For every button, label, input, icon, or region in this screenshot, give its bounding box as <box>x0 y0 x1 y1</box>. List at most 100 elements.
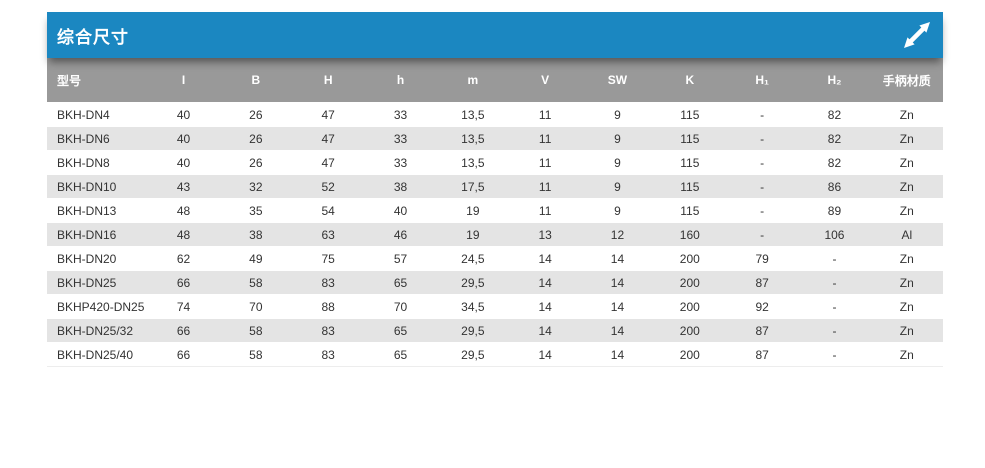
value-cell: 65 <box>393 323 408 338</box>
value-cell: 200 <box>679 251 700 266</box>
value-cell: 11 <box>538 131 552 146</box>
value-cell: 49 <box>249 251 263 266</box>
value-cell: 58 <box>249 323 263 338</box>
value-cell: 70 <box>393 299 408 314</box>
value-cell: 26 <box>249 131 263 146</box>
table-row: BKH-DN4 40 26 47 33 13,5 11 9 115 - 82 Zn <box>47 102 943 127</box>
model-cell: BKH-DN25/32 <box>57 323 134 338</box>
value-cell: 83 <box>321 275 335 290</box>
value-cell: 14 <box>538 347 552 362</box>
value-cell: 29,5 <box>461 347 485 362</box>
value-cell: 14 <box>610 347 625 362</box>
value-cell: 200 <box>679 323 700 338</box>
value-cell: 160 <box>679 227 700 242</box>
value-cell: Zn <box>899 179 914 194</box>
value-cell: 86 <box>827 179 842 194</box>
value-cell: 13,5 <box>461 131 485 146</box>
value-cell: 13,5 <box>461 155 485 170</box>
table-row: BKHP420-DN25 74 70 88 70 34,5 14 14 200 92 - Zn <box>47 294 943 319</box>
value-cell: Zn <box>899 299 914 314</box>
value-cell: Zn <box>899 107 914 122</box>
column-header-h₂: H₂ <box>798 58 871 103</box>
model-cell: BKH-DN25 <box>57 275 117 290</box>
value-cell: 24,5 <box>461 251 485 266</box>
value-cell: 58 <box>249 347 263 362</box>
value-cell: 47 <box>321 131 335 146</box>
value-cell: - <box>832 347 837 362</box>
value-cell: 13,5 <box>461 107 485 122</box>
model-cell: BKHP420-DN25 <box>57 299 145 314</box>
column-header-v: V <box>508 58 582 103</box>
value-cell: 14 <box>610 251 625 266</box>
value-cell: 52 <box>321 179 335 194</box>
value-cell: Zn <box>899 275 914 290</box>
value-cell: 87 <box>755 323 769 338</box>
value-cell: 82 <box>827 131 842 146</box>
value-cell: 9 <box>614 155 621 170</box>
diagonal-resize-icon <box>904 22 930 48</box>
model-cell: BKH-DN6 <box>57 131 110 146</box>
value-cell: 11 <box>538 155 552 170</box>
value-cell: 12 <box>610 227 625 242</box>
value-cell: 11 <box>538 203 552 218</box>
value-cell: 88 <box>321 299 335 314</box>
value-cell: 75 <box>321 251 335 266</box>
value-cell: 200 <box>679 275 700 290</box>
value-cell: 19 <box>466 227 480 242</box>
value-cell: 106 <box>824 227 845 242</box>
value-cell: 26 <box>249 155 263 170</box>
table-row: BKH-DN20 62 49 75 57 24,5 14 14 200 79 - Zn <box>47 246 943 271</box>
value-cell: Zn <box>899 155 914 170</box>
value-cell: 35 <box>249 203 263 218</box>
value-cell: - <box>760 203 765 218</box>
value-cell: 11 <box>538 179 552 194</box>
value-cell: 29,5 <box>461 275 485 290</box>
value-cell: 70 <box>249 299 263 314</box>
value-cell: 11 <box>538 107 552 122</box>
table-row: BKH-DN8 40 26 47 33 13,5 11 9 115 - 82 Zn <box>47 150 943 175</box>
value-cell: 65 <box>393 275 408 290</box>
value-cell: Zn <box>899 347 914 362</box>
value-cell: 66 <box>176 323 191 338</box>
value-cell: 33 <box>393 107 408 122</box>
model-cell: BKH-DN16 <box>57 227 117 242</box>
value-cell: 63 <box>321 227 335 242</box>
expand-button[interactable] <box>900 18 934 52</box>
value-cell: - <box>760 179 765 194</box>
value-cell: 32 <box>249 179 263 194</box>
value-cell: 14 <box>538 299 552 314</box>
value-cell: Zn <box>899 251 914 266</box>
value-cell: 9 <box>614 107 621 122</box>
model-cell: BKH-DN10 <box>57 179 117 194</box>
value-cell: 40 <box>176 131 191 146</box>
column-header-h₁: H₁ <box>725 58 799 103</box>
value-cell: 38 <box>249 227 263 242</box>
value-cell: 79 <box>755 251 769 266</box>
model-cell: BKH-DN4 <box>57 107 110 122</box>
column-header-k: K <box>653 58 726 103</box>
value-cell: - <box>832 299 837 314</box>
model-cell: BKH-DN25/40 <box>57 347 134 362</box>
table-row: BKH-DN6 40 26 47 33 13,5 11 9 115 - 82 Zn <box>47 126 943 151</box>
value-cell: 115 <box>680 203 700 218</box>
column-header-sw: SW <box>581 58 654 103</box>
value-cell: 14 <box>538 323 552 338</box>
value-cell: 115 <box>680 131 700 146</box>
value-cell: - <box>760 131 765 146</box>
value-cell: 17,5 <box>461 179 485 194</box>
value-cell: 33 <box>393 131 408 146</box>
value-cell: - <box>832 323 837 338</box>
value-cell: 66 <box>176 347 191 362</box>
value-cell: 13 <box>538 227 552 242</box>
value-cell: 58 <box>249 275 263 290</box>
value-cell: 14 <box>610 299 625 314</box>
table-row: BKH-DN25/32 66 58 83 65 29,5 14 14 200 87 - Zn <box>47 318 943 343</box>
value-cell: 92 <box>755 299 769 314</box>
value-cell: 19 <box>466 203 480 218</box>
value-cell: - <box>832 275 837 290</box>
value-cell: 47 <box>321 107 335 122</box>
value-cell: 62 <box>176 251 191 266</box>
value-cell: - <box>760 107 765 122</box>
